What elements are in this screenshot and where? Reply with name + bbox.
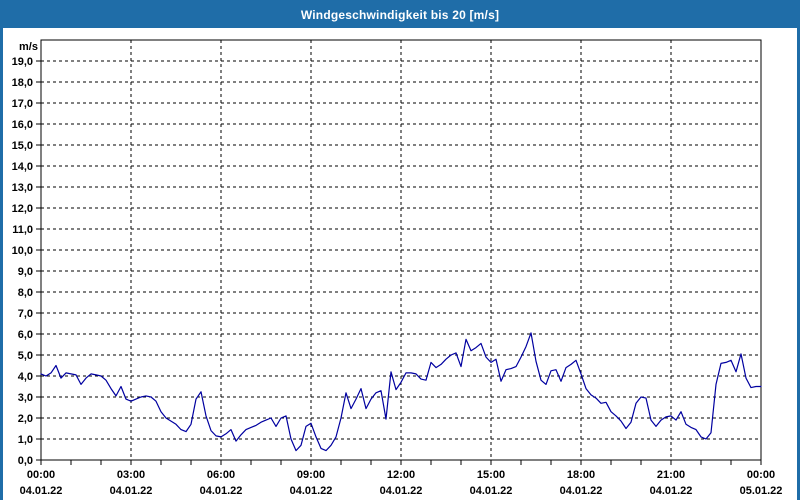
- x-tick-time-label: 12:00: [387, 469, 415, 481]
- chart-area: 0,0 1,0 2,0 3,0 4,0 5,0 6,0 7,0 8,0 9,0 10,0 11,0 12…: [3, 28, 797, 502]
- wind-chart: 0,0 1,0 2,0 3,0 4,0 5,0 6,0 7,0 8,0 9,0 10,0 11,0 12…: [12, 39, 783, 497]
- y-tick-label: 8,0: [18, 287, 33, 299]
- x-tick-time-label: 15:00: [477, 469, 505, 481]
- y-tick-label: 0,0: [18, 455, 33, 467]
- y-tick-label: 6,0: [18, 329, 33, 341]
- y-axis-unit-label: m/s: [19, 41, 38, 53]
- x-tick-date-label: 04.01.22: [200, 485, 243, 497]
- y-tick-label: 5,0: [18, 350, 33, 362]
- x-tick-time-label: 06:00: [207, 469, 235, 481]
- x-tick-time-label: 21:00: [657, 469, 685, 481]
- y-tick-label: 17,0: [12, 98, 33, 110]
- y-tick-label: 10,0: [12, 245, 33, 257]
- y-tick-label: 15,0: [12, 140, 33, 152]
- x-tick-date-label: 05.01.22: [740, 485, 783, 497]
- y-tick-label: 19,0: [12, 56, 33, 68]
- y-tick-label: 7,0: [18, 308, 33, 320]
- x-tick-time-label: 00:00: [747, 469, 775, 481]
- chart-title: Windgeschwindigkeit bis 20 [m/s]: [300, 8, 500, 22]
- x-tick-date-label: 04.01.22: [110, 485, 153, 497]
- x-tick-date-label: 04.01.22: [560, 485, 603, 497]
- y-tick-label: 16,0: [12, 119, 33, 131]
- y-tick-label: 3,0: [18, 392, 33, 404]
- x-tick-date-label: 04.01.22: [290, 485, 333, 497]
- grid: [41, 40, 761, 460]
- x-tick-date-label: 04.01.22: [470, 485, 513, 497]
- y-tick-label: 9,0: [18, 266, 33, 278]
- y-tick-label: 1,0: [18, 434, 33, 446]
- y-tick-label: 12,0: [12, 203, 33, 215]
- axis-ticks: [36, 60, 762, 465]
- y-tick-label: 13,0: [12, 182, 33, 194]
- x-tick-date-label: 04.01.22: [20, 485, 63, 497]
- y-tick-label: 11,0: [12, 224, 33, 236]
- x-tick-date-label: 04.01.22: [650, 485, 693, 497]
- wind-speed-line: [40, 332, 762, 452]
- y-tick-label: 18,0: [12, 77, 33, 89]
- x-tick-time-label: 03:00: [117, 469, 145, 481]
- x-tick-time-label: 09:00: [297, 469, 325, 481]
- x-tick-time-label: 18:00: [567, 469, 595, 481]
- x-tick-date-label: 04.01.22: [380, 485, 423, 497]
- x-tick-time-label: 00:00: [27, 469, 55, 481]
- y-tick-label: 4,0: [18, 371, 33, 383]
- y-tick-label: 14,0: [12, 161, 33, 173]
- y-tick-label: 2,0: [18, 413, 33, 425]
- title-bar: Windgeschwindigkeit bis 20 [m/s]: [3, 3, 797, 28]
